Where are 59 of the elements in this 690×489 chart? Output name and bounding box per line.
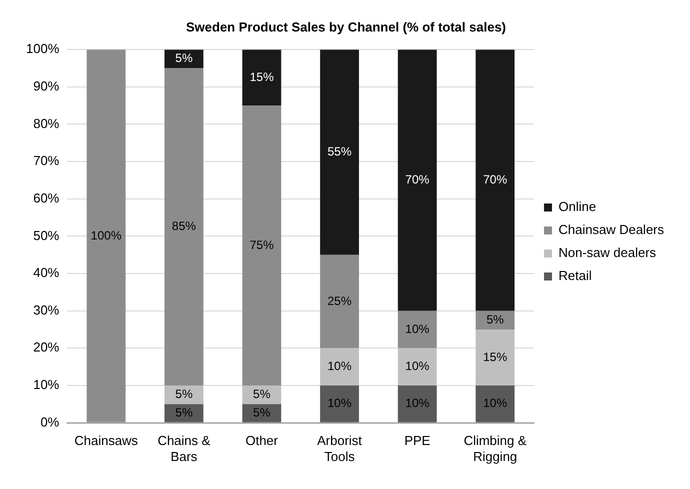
- legend-label: Online: [558, 199, 596, 214]
- y-tick-label: 20%: [33, 340, 60, 355]
- chart-title: Sweden Product Sales by Channel (% of total sales): [186, 19, 506, 34]
- data-label: 70%: [405, 172, 430, 187]
- x-tick-label: Other: [245, 433, 279, 448]
- bar: [476, 330, 515, 386]
- legend-label: Retail: [558, 268, 592, 284]
- bar: [320, 348, 359, 386]
- data-label: 10%: [405, 359, 430, 374]
- bar: [398, 310, 437, 348]
- data-label: 10%: [405, 322, 430, 336]
- bar: [242, 50, 282, 106]
- data-label: 55%: [328, 144, 352, 159]
- bar: [320, 50, 359, 255]
- data-label: 10%: [328, 359, 352, 374]
- data-label: 85%: [172, 219, 196, 234]
- bar: [164, 68, 204, 386]
- x-tick-label: Chainsaws: [74, 433, 138, 448]
- data-label: 10%: [483, 396, 508, 410]
- x-tick-label: Chains & Bars: [158, 433, 211, 464]
- data-label: 15%: [250, 70, 274, 84]
- y-tick-label: 60%: [33, 190, 60, 206]
- legend-label: Chainsaw Dealers: [558, 222, 664, 238]
- x-tick-label: Arborist Tools: [317, 433, 362, 464]
- data-label: 5%: [175, 51, 193, 66]
- y-tick-label: 0%: [40, 414, 60, 430]
- data-label: 5%: [175, 406, 193, 420]
- y-tick-label: 90%: [33, 78, 60, 94]
- bar: [164, 404, 204, 422]
- bar: [242, 404, 282, 422]
- y-tick-label: 100%: [26, 41, 60, 56]
- data-label: 15%: [483, 350, 508, 364]
- bar: [476, 385, 515, 422]
- data-label: 5%: [253, 406, 271, 420]
- data-label: 100%: [90, 228, 122, 242]
- bar: [398, 385, 437, 422]
- x-tick-label: Climbing & Rigging: [464, 433, 527, 464]
- y-tick-label: 40%: [33, 265, 60, 280]
- bar: [242, 106, 282, 386]
- legend-label: Non-saw dealers: [558, 245, 657, 260]
- data-label: 70%: [483, 172, 508, 187]
- bar: [398, 50, 437, 311]
- bar: [320, 385, 359, 422]
- y-tick-label: 30%: [33, 302, 60, 318]
- data-label: 75%: [250, 238, 274, 252]
- y-tick-label: 80%: [33, 116, 60, 131]
- data-label: 5%: [175, 387, 193, 402]
- y-tick-label: 10%: [33, 377, 60, 392]
- bar: [320, 254, 359, 348]
- bar: [398, 348, 437, 386]
- y-tick-label: 70%: [33, 153, 60, 168]
- bar: [476, 50, 515, 311]
- data-label: 10%: [405, 396, 430, 410]
- data-label: 10%: [328, 396, 352, 410]
- data-label: 25%: [328, 294, 352, 308]
- x-tick-label: PPE: [404, 433, 431, 448]
- y-tick-label: 50%: [33, 228, 60, 243]
- data-label: 5%: [486, 312, 504, 326]
- data-label: 5%: [253, 387, 271, 402]
